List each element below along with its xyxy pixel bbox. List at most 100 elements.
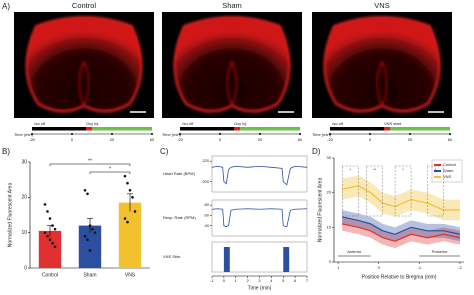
x-tick-label: -1 — [418, 265, 422, 270]
y-tick-label: 220 — [202, 158, 209, 163]
bar — [118, 202, 142, 268]
sig-label: ** — [373, 167, 377, 172]
data-point — [123, 174, 127, 178]
y-tick-label: 10 — [21, 230, 27, 236]
data-point — [86, 238, 89, 242]
x-tick-label: Sham — [83, 272, 96, 278]
timeline-tick — [151, 133, 153, 135]
y-axis-label: Normalized Fluorescent Area — [7, 183, 13, 248]
timeline-tick — [219, 133, 221, 135]
x-tick-label: 2 — [247, 278, 250, 283]
y-tick-label: 30 — [21, 159, 27, 165]
trace-line — [211, 208, 308, 228]
data-point — [53, 245, 57, 249]
trace-box — [211, 241, 308, 273]
timeline-tick-label: 0 — [369, 137, 372, 142]
legend-label: Sham — [443, 168, 454, 173]
sig-label: * — [435, 167, 437, 172]
brain-image — [162, 12, 302, 118]
timeline-tick-label: 20 — [258, 137, 263, 142]
timeline-axis-label: Time (min) — [312, 132, 332, 137]
error-band — [342, 210, 460, 242]
data-point — [43, 231, 47, 234]
data-point — [46, 234, 49, 238]
x-tick-label: VNS — [125, 272, 136, 278]
sig-label: ** — [88, 158, 92, 164]
image-title: Sham — [222, 1, 242, 10]
y-tick-label: 0 — [329, 259, 332, 264]
timeline-tick-label: 0 — [71, 137, 74, 142]
data-point — [83, 234, 87, 238]
trace-line — [211, 165, 308, 186]
sig-bracket — [49, 163, 131, 166]
timeline-tick-label: 60 — [298, 137, 303, 142]
timeline-tick-label: -20 — [29, 137, 36, 142]
panel-label: A) — [2, 2, 10, 11]
sig-box — [366, 165, 383, 217]
data-point — [43, 203, 47, 206]
data-point — [91, 227, 94, 231]
timeline-tick — [449, 133, 451, 135]
timeline-event: Iso off — [332, 121, 344, 126]
x-tick-label: 5 — [282, 278, 285, 283]
timeline-bar — [32, 127, 86, 131]
timeline-tick-label: 60 — [448, 137, 453, 142]
timeline-tick — [369, 133, 371, 135]
stim-bar — [283, 247, 290, 272]
data-point — [131, 196, 134, 199]
x-tick-label: 3 — [258, 278, 261, 283]
x-tick-label: -1 — [210, 278, 214, 283]
timeline-tick — [179, 133, 181, 135]
y-tick-label: 20 — [21, 195, 27, 201]
timeline-bar — [86, 127, 92, 131]
bar — [38, 230, 62, 268]
image-title: Control — [72, 1, 97, 10]
error-band — [342, 175, 460, 221]
timeline-tick-label: 0 — [219, 137, 222, 142]
data-point — [128, 188, 132, 192]
timeline-tick — [31, 133, 33, 135]
timeline-event: Oxy inj. — [86, 121, 99, 126]
panel-label: C) — [160, 147, 169, 156]
timeline-bar — [384, 127, 390, 131]
timeline-tick — [71, 133, 73, 135]
panel-label: B) — [2, 147, 10, 156]
y-tick-label: 40 — [205, 223, 210, 228]
image-title: VNS — [374, 1, 389, 10]
y-tick-label: 10 — [327, 224, 332, 229]
x-axis-label: Time (min) — [248, 285, 272, 291]
timeline-bar — [240, 127, 300, 131]
timeline-bar — [180, 127, 234, 131]
annotation: Anterior — [347, 249, 362, 254]
legend-label: Control — [443, 162, 456, 167]
timeline-tick-label: -20 — [177, 137, 184, 142]
sig-box — [394, 165, 412, 217]
data-point — [126, 181, 129, 185]
timeline-bar — [92, 127, 152, 131]
timeline-axis-label: Time (min) — [14, 132, 34, 137]
data-point — [126, 220, 129, 224]
y-axis-label: Normalized Fluorescent Area — [317, 178, 323, 243]
data-point — [46, 210, 49, 213]
sig-box — [427, 165, 444, 217]
data-point — [123, 217, 127, 220]
timeline-bar — [390, 127, 450, 131]
y-tick-label: 30 — [327, 155, 332, 160]
data-point — [83, 188, 87, 192]
trace-box — [211, 155, 308, 193]
data-point — [51, 241, 54, 245]
x-tick-label: Control — [42, 272, 58, 278]
data-point — [53, 227, 57, 231]
sig-label: * — [402, 167, 404, 172]
legend-label: VNS — [443, 174, 452, 179]
x-tick-label: 1 — [337, 265, 340, 270]
data-point — [86, 192, 89, 196]
series-line — [341, 223, 461, 242]
brain-image — [312, 12, 452, 118]
data-point — [133, 210, 137, 213]
panel-label: D) — [312, 147, 321, 156]
trace-name: Heart Rate (BPM) — [163, 171, 195, 176]
timeline-tick-label: 60 — [150, 137, 155, 142]
data-point — [93, 231, 97, 234]
